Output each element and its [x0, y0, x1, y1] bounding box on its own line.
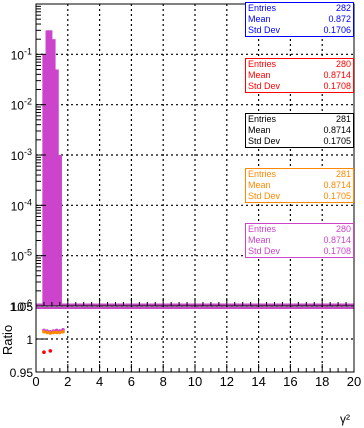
stat-label: Mean — [248, 70, 271, 80]
ratio-points — [42, 327, 65, 355]
y-tick-label: 10-2 — [11, 97, 32, 113]
x-tick-label: 18 — [315, 374, 329, 389]
x-tick-label: 2 — [64, 374, 71, 389]
histogram-bar — [51, 39, 56, 307]
stat-value: 281 — [335, 169, 351, 179]
stat-value: 0.872 — [328, 14, 351, 24]
stat-value: 281 — [335, 114, 351, 124]
stat-value: 280 — [335, 59, 351, 69]
stat-row-mean: Mean 0.872 — [248, 14, 351, 25]
histogram-bar — [58, 155, 62, 306]
stat-row-std-dev: Std Dev 0.1705 — [248, 136, 351, 147]
stat-label: Mean — [248, 14, 271, 24]
stat-value: 0.1708 — [323, 81, 351, 91]
ratio-point — [48, 349, 53, 353]
stat-row-std-dev: Std Dev 0.1708 — [248, 246, 351, 257]
histogram-bar — [55, 69, 59, 307]
stat-label: Entries — [248, 169, 277, 179]
x-tick-label: 16 — [283, 374, 297, 389]
stat-row-mean: Mean 0.8714 — [248, 125, 351, 136]
stat-row-std-dev: Std Dev 0.1706 — [248, 25, 351, 36]
ratio-point — [51, 330, 56, 335]
ratio-point — [42, 350, 46, 355]
stat-value: 280 — [335, 224, 351, 234]
stat-row-mean: Mean 0.8714 — [248, 70, 351, 81]
stat-row-entries: Entries 280 — [248, 224, 351, 235]
stat-box: Entries 280 Mean 0.8714 Std Dev 0.1708 — [245, 223, 354, 258]
stat-row-entries: Entries 280 — [248, 59, 351, 70]
histogram-bar — [45, 30, 50, 306]
x-tick-label: 4 — [96, 374, 103, 389]
x-tick-label: 10 — [188, 374, 202, 389]
stat-value: 282 — [335, 3, 351, 13]
stat-row-mean: Mean 0.8714 — [248, 235, 351, 246]
stat-box: Entries 281 Mean 0.8714 Std Dev 0.1705 — [245, 168, 354, 203]
stat-value: 0.1708 — [323, 246, 351, 256]
x-tick-label: 0 — [32, 374, 39, 389]
y-tick-label: 10-3 — [11, 147, 32, 163]
stat-row-entries: Entries 282 — [248, 3, 351, 14]
stat-label: Std Dev — [248, 191, 281, 201]
axis-ticks — [35, 5, 355, 373]
stat-box: Entries 281 Mean 0.8714 Std Dev 0.1705 — [245, 113, 354, 148]
stat-label: Entries — [248, 114, 277, 124]
stat-label: Std Dev — [248, 246, 281, 256]
histogram-bar — [48, 30, 53, 306]
y-ratio-tick-label: 0.95 — [10, 366, 34, 380]
stat-label: Entries — [248, 59, 277, 69]
stat-value: 0.8714 — [323, 180, 351, 190]
y-tick-label: 10-6 — [11, 298, 32, 314]
y-ratio-tick-label: 1.05 — [10, 300, 34, 314]
tick-labels: 0 2 4 6 8 10 12 14 16 18 20 10-1 10-2 10-3 10-4 10-5 10-… — [10, 46, 362, 389]
x-tick-label: 6 — [128, 374, 135, 389]
y-tick-label: 10-1 — [11, 46, 32, 62]
ratio-point — [54, 330, 59, 335]
stat-row-std-dev: Std Dev 0.1708 — [248, 81, 351, 92]
stat-label: Entries — [248, 224, 277, 234]
stat-value: 0.8714 — [323, 125, 351, 135]
y-tick-label: 10-5 — [11, 248, 32, 264]
x-tick-label: 12 — [220, 374, 234, 389]
stat-row-mean: Mean 0.8714 — [248, 180, 351, 191]
y-ratio-tick-label: 1 — [26, 333, 33, 347]
histogram-bar — [42, 54, 47, 307]
stat-value: 0.1706 — [323, 25, 351, 35]
stat-label: Mean — [248, 180, 271, 190]
stat-label: Std Dev — [248, 136, 281, 146]
histogram — [36, 30, 354, 309]
stat-box: Entries 280 Mean 0.8714 Std Dev 0.1708 — [245, 58, 354, 93]
ratio-point — [45, 330, 49, 335]
stat-label: Entries — [248, 3, 277, 13]
stat-box: Entries 282 Mean 0.872 Std Dev 0.1706 — [245, 2, 354, 37]
stat-value: 0.1705 — [323, 191, 351, 201]
ratio-point — [61, 329, 65, 334]
stat-row-entries: Entries 281 — [248, 169, 351, 180]
x-tick-label: 8 — [160, 374, 167, 389]
stat-label: Std Dev — [248, 25, 281, 35]
stat-value: 0.8714 — [323, 70, 351, 80]
stat-label: Mean — [248, 125, 271, 135]
x-tick-label: 20 — [347, 374, 361, 389]
stat-row-entries: Entries 281 — [248, 114, 351, 125]
ratio-point — [48, 331, 53, 335]
stat-value: 0.1705 — [323, 136, 351, 146]
ratio-point — [58, 330, 62, 335]
y-axis-label: Ratio — [0, 325, 15, 355]
stat-label: Mean — [248, 235, 271, 245]
ratio-point — [42, 329, 46, 334]
y-tick-label: 10-4 — [11, 197, 32, 213]
stat-value: 0.8714 — [323, 235, 351, 245]
stat-row-std-dev: Std Dev 0.1705 — [248, 191, 351, 202]
x-tick-label: 14 — [251, 374, 265, 389]
stat-label: Std Dev — [248, 81, 281, 91]
x-axis-label: γ² — [340, 412, 350, 426]
